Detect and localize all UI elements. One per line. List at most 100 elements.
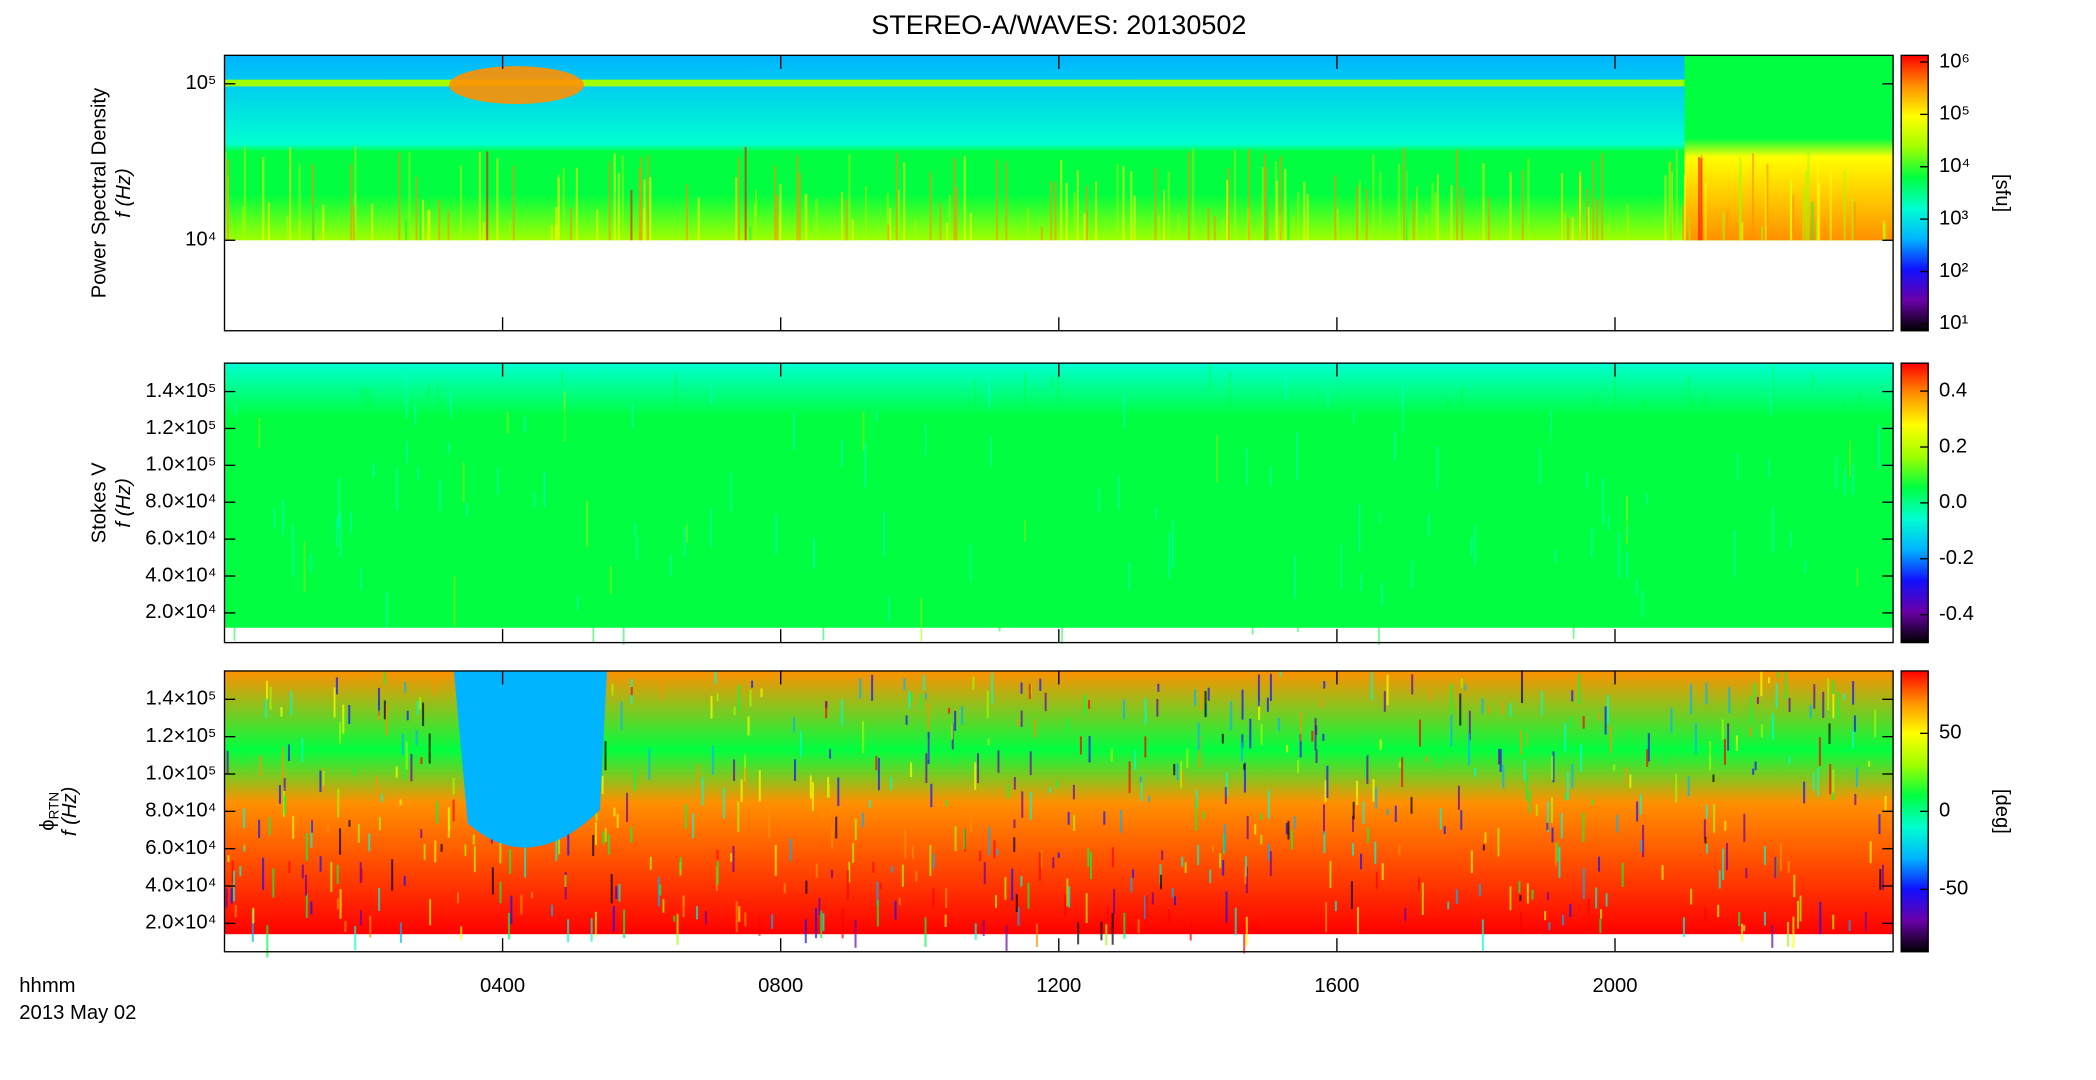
texture: [666, 504, 668, 533]
texture: [1694, 722, 1697, 754]
texture: [1144, 736, 1147, 758]
texture: [886, 464, 889, 508]
texture: [1436, 445, 1439, 492]
texture: [711, 745, 715, 775]
texture: [897, 189, 900, 241]
texture: [398, 152, 401, 241]
texture: [1066, 717, 1069, 733]
texture: [1878, 814, 1881, 834]
texture: [1722, 212, 1725, 241]
texture: [555, 831, 558, 861]
texture: [710, 382, 713, 406]
texture: [1359, 547, 1362, 577]
texture: [1450, 714, 1453, 747]
texture: [1627, 217, 1630, 241]
texture: [336, 898, 339, 910]
texture: [533, 491, 536, 507]
texture: [1157, 215, 1160, 241]
texture: [975, 451, 978, 494]
texture: [1832, 769, 1835, 794]
colorbar-tick-label: 10³: [1939, 207, 1969, 229]
texture: [1812, 772, 1815, 791]
texture: [1799, 895, 1802, 922]
texture: [243, 843, 246, 851]
x-tick-label: 1600: [1314, 975, 1359, 997]
texture: [267, 202, 270, 241]
texture: [1754, 541, 1757, 579]
texture: [1764, 171, 1767, 241]
texture: [737, 800, 740, 832]
texture: [1760, 724, 1763, 738]
texture: [1804, 561, 1807, 574]
texture: [266, 680, 269, 700]
texture: [288, 860, 291, 874]
texture: [676, 913, 679, 945]
texture: [732, 846, 735, 873]
texture: [1519, 895, 1522, 902]
texture: [749, 689, 752, 707]
texture: [1381, 439, 1384, 479]
y-tick-label: 6.0×10⁴: [145, 527, 216, 549]
texture: [1571, 216, 1574, 241]
texture: [722, 788, 725, 819]
texture: [1401, 757, 1404, 788]
texture: [804, 919, 807, 944]
texture: [604, 741, 607, 771]
texture: [243, 808, 246, 829]
texture: [258, 819, 261, 838]
texture: [1052, 587, 1055, 624]
texture: [1117, 476, 1120, 510]
texture: [1029, 791, 1032, 820]
texture: [487, 548, 490, 581]
texture: [1874, 709, 1877, 738]
texture: [616, 814, 619, 828]
y-tick-label: 1.2×10⁵: [145, 725, 216, 747]
texture: [898, 897, 901, 905]
texture: [630, 687, 633, 696]
texture: [423, 844, 426, 860]
texture: [875, 410, 878, 422]
texture: [697, 763, 700, 794]
texture: [1586, 188, 1589, 241]
texture: [594, 822, 597, 845]
texture: [497, 467, 499, 495]
texture: [633, 768, 636, 791]
texture: [1122, 699, 1125, 720]
texture: [1447, 901, 1450, 910]
texture: [822, 599, 825, 641]
texture: [1525, 772, 1528, 802]
texture: [1459, 693, 1462, 726]
texture: [1356, 186, 1359, 241]
texture: [1226, 180, 1229, 241]
texture: [890, 777, 893, 791]
texture: [472, 834, 475, 845]
texture: [1381, 863, 1384, 880]
texture: [1398, 164, 1401, 241]
texture: [1256, 538, 1258, 556]
texture: [1322, 804, 1326, 835]
texture: [1660, 585, 1663, 620]
y-tick-label: 2.0×10⁴: [145, 601, 216, 623]
texture: [1197, 722, 1200, 751]
texture: [234, 904, 237, 918]
texture: [357, 824, 360, 843]
texture: [1550, 797, 1553, 824]
texture: [647, 155, 650, 241]
texture: [1560, 173, 1563, 241]
texture: [1455, 443, 1458, 482]
texture: [1324, 780, 1327, 802]
texture: [792, 717, 796, 733]
texture: [697, 197, 700, 241]
texture: [638, 167, 641, 241]
heatmap: [224, 670, 1894, 958]
texture: [1518, 430, 1521, 474]
texture: [1038, 852, 1041, 881]
texture: [1076, 170, 1079, 241]
texture: [1460, 561, 1462, 602]
colorbar-tick-label: 10⁴: [1939, 155, 1970, 177]
texture: [954, 826, 957, 852]
texture: [1229, 371, 1231, 419]
texture: [1564, 792, 1567, 801]
texture: [716, 861, 719, 885]
texture: [248, 499, 251, 511]
